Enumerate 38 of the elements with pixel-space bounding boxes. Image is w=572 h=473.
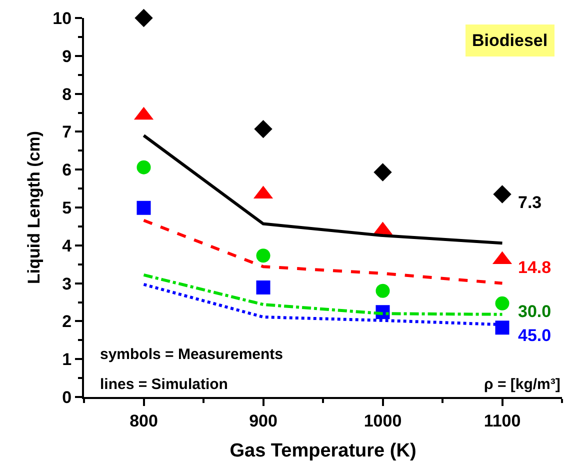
point xyxy=(256,248,270,263)
series-label: 7.3 xyxy=(518,193,542,212)
y-tick-label: 1 xyxy=(62,350,72,370)
series-label: 14.8 xyxy=(518,258,552,277)
y-tick-label: 9 xyxy=(62,46,72,66)
point xyxy=(134,8,153,28)
x-tick-label: 800 xyxy=(130,411,158,430)
point xyxy=(254,120,272,138)
y-tick-label: 4 xyxy=(62,236,72,256)
y-tick-label: 2 xyxy=(62,312,72,332)
y-tick-label: 3 xyxy=(62,274,72,294)
point xyxy=(136,200,151,215)
annotation: symbols = Measurements xyxy=(100,346,283,363)
point xyxy=(136,160,151,174)
y-tick-label: 0 xyxy=(62,388,72,407)
point xyxy=(495,320,510,335)
y-tick-label: 7 xyxy=(62,122,72,142)
point xyxy=(376,284,390,298)
annotation: Biodiesel xyxy=(472,31,548,50)
line-series xyxy=(142,218,504,285)
x-tick-label: 1100 xyxy=(484,411,521,430)
y-axis-title: Liquid Length (cm) xyxy=(24,131,44,284)
y-tick-label: 5 xyxy=(62,198,72,218)
x-axis-title: Gas Temperature (K) xyxy=(230,440,416,462)
annotation: ρ = [kg/m³] xyxy=(484,376,560,393)
series-label: 45.0 xyxy=(518,326,552,345)
line-series xyxy=(142,134,504,245)
annotation: lines = Simulation xyxy=(100,376,228,393)
point xyxy=(495,296,510,310)
x-tick-label: 1000 xyxy=(364,411,402,430)
y-tick-label: 8 xyxy=(62,84,72,104)
point xyxy=(256,280,270,294)
y-tick-label: 6 xyxy=(62,160,72,180)
y-tick-label: 10 xyxy=(52,8,72,28)
point xyxy=(374,163,392,182)
series-label: 30.0 xyxy=(518,302,552,321)
point xyxy=(493,185,512,204)
x-tick-label: 900 xyxy=(249,411,278,430)
